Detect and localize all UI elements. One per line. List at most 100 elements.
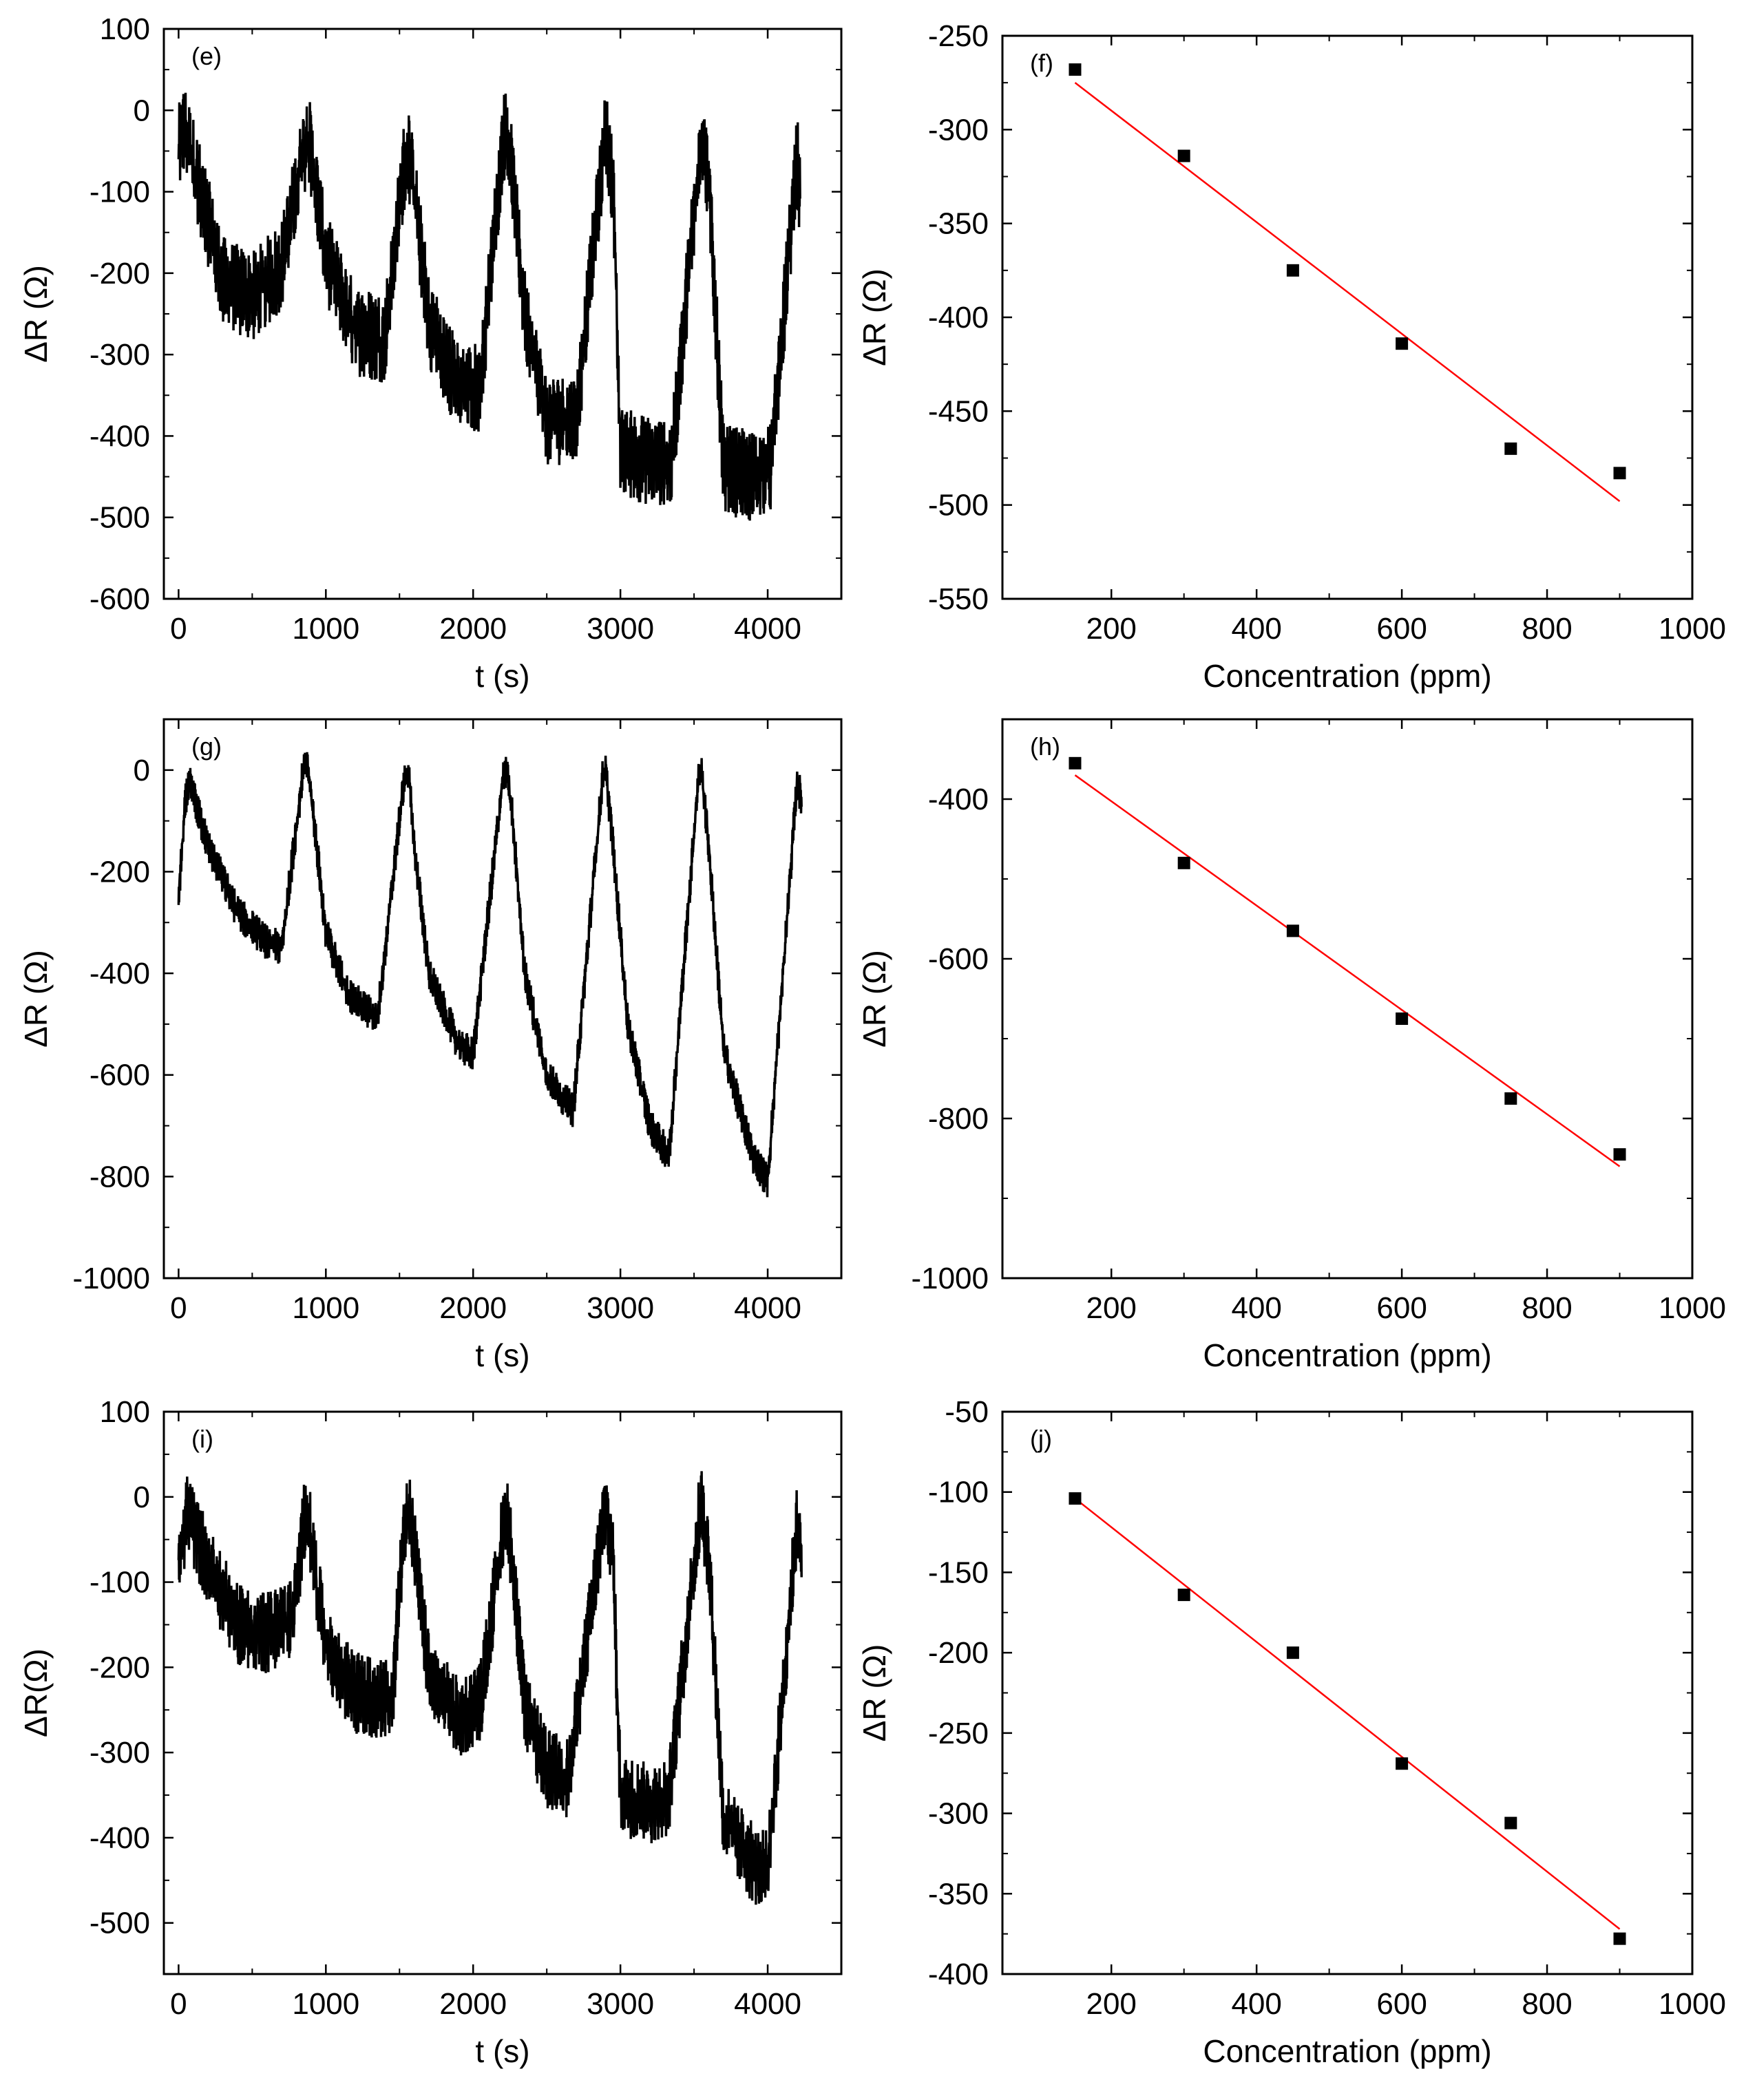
y-axis-label: ΔR(Ω): [18, 1648, 54, 1737]
data-point: [1177, 1589, 1190, 1602]
x-tick-label: 1000: [292, 612, 359, 646]
y-tick-label: 100: [100, 12, 150, 46]
panel-label: (f): [1030, 49, 1053, 77]
x-tick-label: 600: [1376, 1987, 1427, 2021]
y-tick-label: -500: [928, 489, 989, 522]
x-tick-label: 3000: [587, 1291, 654, 1325]
data-point: [1177, 149, 1190, 162]
y-tick-label: -500: [90, 501, 150, 535]
x-tick-label: 400: [1231, 1291, 1281, 1325]
data-point: [1069, 63, 1082, 76]
y-tick-label: -250: [928, 19, 989, 53]
data-point: [1069, 756, 1082, 770]
x-tick-label: 1000: [1659, 612, 1726, 646]
data-point: [1396, 1757, 1409, 1770]
y-tick-label: -1000: [911, 1262, 989, 1295]
y-tick-label: -800: [928, 1102, 989, 1136]
x-tick-label: 2000: [439, 612, 507, 646]
x-axis-label: Concentration (ppm): [1203, 2033, 1491, 2069]
x-tick-label: 200: [1086, 1291, 1136, 1325]
x-tick-label: 600: [1376, 1291, 1427, 1325]
plot-frame: [162, 718, 843, 1280]
chart-panel-j: 200 400 600 800 1000 -50 -100 -150 -200 -250 -300 -…: [856, 1395, 1726, 2069]
x-axis-label: t (s): [475, 1337, 529, 1373]
y-tick-label: -600: [928, 942, 989, 976]
x-tick-label: 200: [1086, 1987, 1136, 2021]
y-tick-label: -550: [928, 582, 989, 616]
y-axis-label: ΔR (Ω): [18, 265, 54, 363]
y-axis-label: ΔR (Ω): [856, 950, 892, 1048]
y-tick-label: -400: [928, 783, 989, 816]
y-tick-label: -600: [90, 582, 150, 616]
data-point: [1613, 1148, 1626, 1161]
y-tick-label: -150: [928, 1556, 989, 1589]
data-point: [1504, 442, 1517, 455]
y-tick-label: -50: [945, 1395, 989, 1429]
data-point: [1613, 1932, 1626, 1945]
y-tick-label: -300: [928, 113, 989, 147]
data-point: [1396, 337, 1409, 350]
x-axis-label: Concentration (ppm): [1203, 658, 1491, 694]
panel-label: (e): [191, 42, 222, 70]
y-tick-label: -100: [928, 1476, 989, 1509]
plot-data: [177, 92, 801, 521]
panel-label: (h): [1030, 732, 1060, 761]
y-tick-label: -1000: [72, 1262, 150, 1295]
data-point: [1613, 467, 1626, 480]
y-axis-label: ΔR (Ω): [856, 1644, 892, 1742]
fit-line: [1074, 774, 1621, 1167]
x-tick-label: 800: [1522, 1987, 1572, 2021]
x-axis-label: t (s): [475, 658, 529, 694]
y-tick-label: -400: [90, 419, 150, 453]
y-tick-label: 100: [100, 1395, 150, 1429]
y-tick-label: -250: [928, 1717, 989, 1750]
y-tick-label: -200: [90, 257, 150, 290]
plot-frame: [1001, 1410, 1694, 1975]
x-tick-label: 4000: [734, 1291, 801, 1325]
data-point: [1286, 1646, 1299, 1659]
panel-label: (i): [191, 1425, 213, 1453]
y-tick-label: -300: [90, 1736, 150, 1770]
y-tick-label: 0: [134, 94, 150, 127]
x-tick-label: 4000: [734, 612, 801, 646]
y-tick-label: -400: [928, 1958, 989, 1991]
x-tick-label: 0: [170, 612, 187, 646]
x-tick-label: 400: [1231, 1987, 1281, 2021]
series-line-response: [177, 92, 801, 521]
y-tick-label: -600: [90, 1059, 150, 1092]
x-tick-label: 2000: [439, 1987, 507, 2021]
plot-data: [177, 752, 803, 1198]
series-line-response: [177, 1471, 803, 1905]
x-tick-label: 800: [1522, 1291, 1572, 1325]
y-tick-label: 0: [134, 1481, 150, 1514]
chart-panel-f: 200 400 600 800 1000 -250 -300 -350 -400 -450 -500…: [856, 19, 1726, 694]
plot-data: [177, 1471, 803, 1905]
x-axis-label: t (s): [475, 2033, 529, 2069]
x-tick-label: 1000: [292, 1291, 359, 1325]
fit-line: [1074, 1498, 1621, 1930]
plot-frame: [1001, 34, 1694, 600]
x-tick-label: 1000: [1659, 1987, 1726, 2021]
plot-frame: [162, 1410, 843, 1975]
data-point: [1504, 1092, 1517, 1105]
data-point: [1069, 1492, 1082, 1505]
y-tick-label: -100: [90, 176, 150, 209]
plot-data: [1069, 63, 1626, 502]
chart-panel-e: 0 1000 2000 3000 40001000-100-200-300-400-50…: [18, 12, 843, 694]
y-tick-label: -450: [928, 394, 989, 428]
x-tick-label: 3000: [587, 1987, 654, 2021]
x-tick-label: 2000: [439, 1291, 507, 1325]
data-point: [1177, 856, 1190, 869]
y-tick-label: -300: [90, 338, 150, 372]
y-tick-label: -200: [928, 1636, 989, 1670]
y-tick-label: -400: [90, 1821, 150, 1855]
chart-panel-i: 0 1000 2000 3000 40001000-100-200-300-400-50…: [18, 1395, 843, 2069]
panel-label: (g): [191, 732, 222, 761]
x-tick-label: 800: [1522, 612, 1572, 646]
y-tick-label: -200: [90, 1651, 150, 1684]
x-tick-label: 1000: [1659, 1291, 1726, 1325]
x-tick-label: 4000: [734, 1987, 801, 2021]
chart-panel-g: 0 1000 2000 3000 4000 0 -200 -400 -600 -800 -1000 t…: [18, 718, 843, 1373]
y-tick-label: -500: [90, 1907, 150, 1940]
